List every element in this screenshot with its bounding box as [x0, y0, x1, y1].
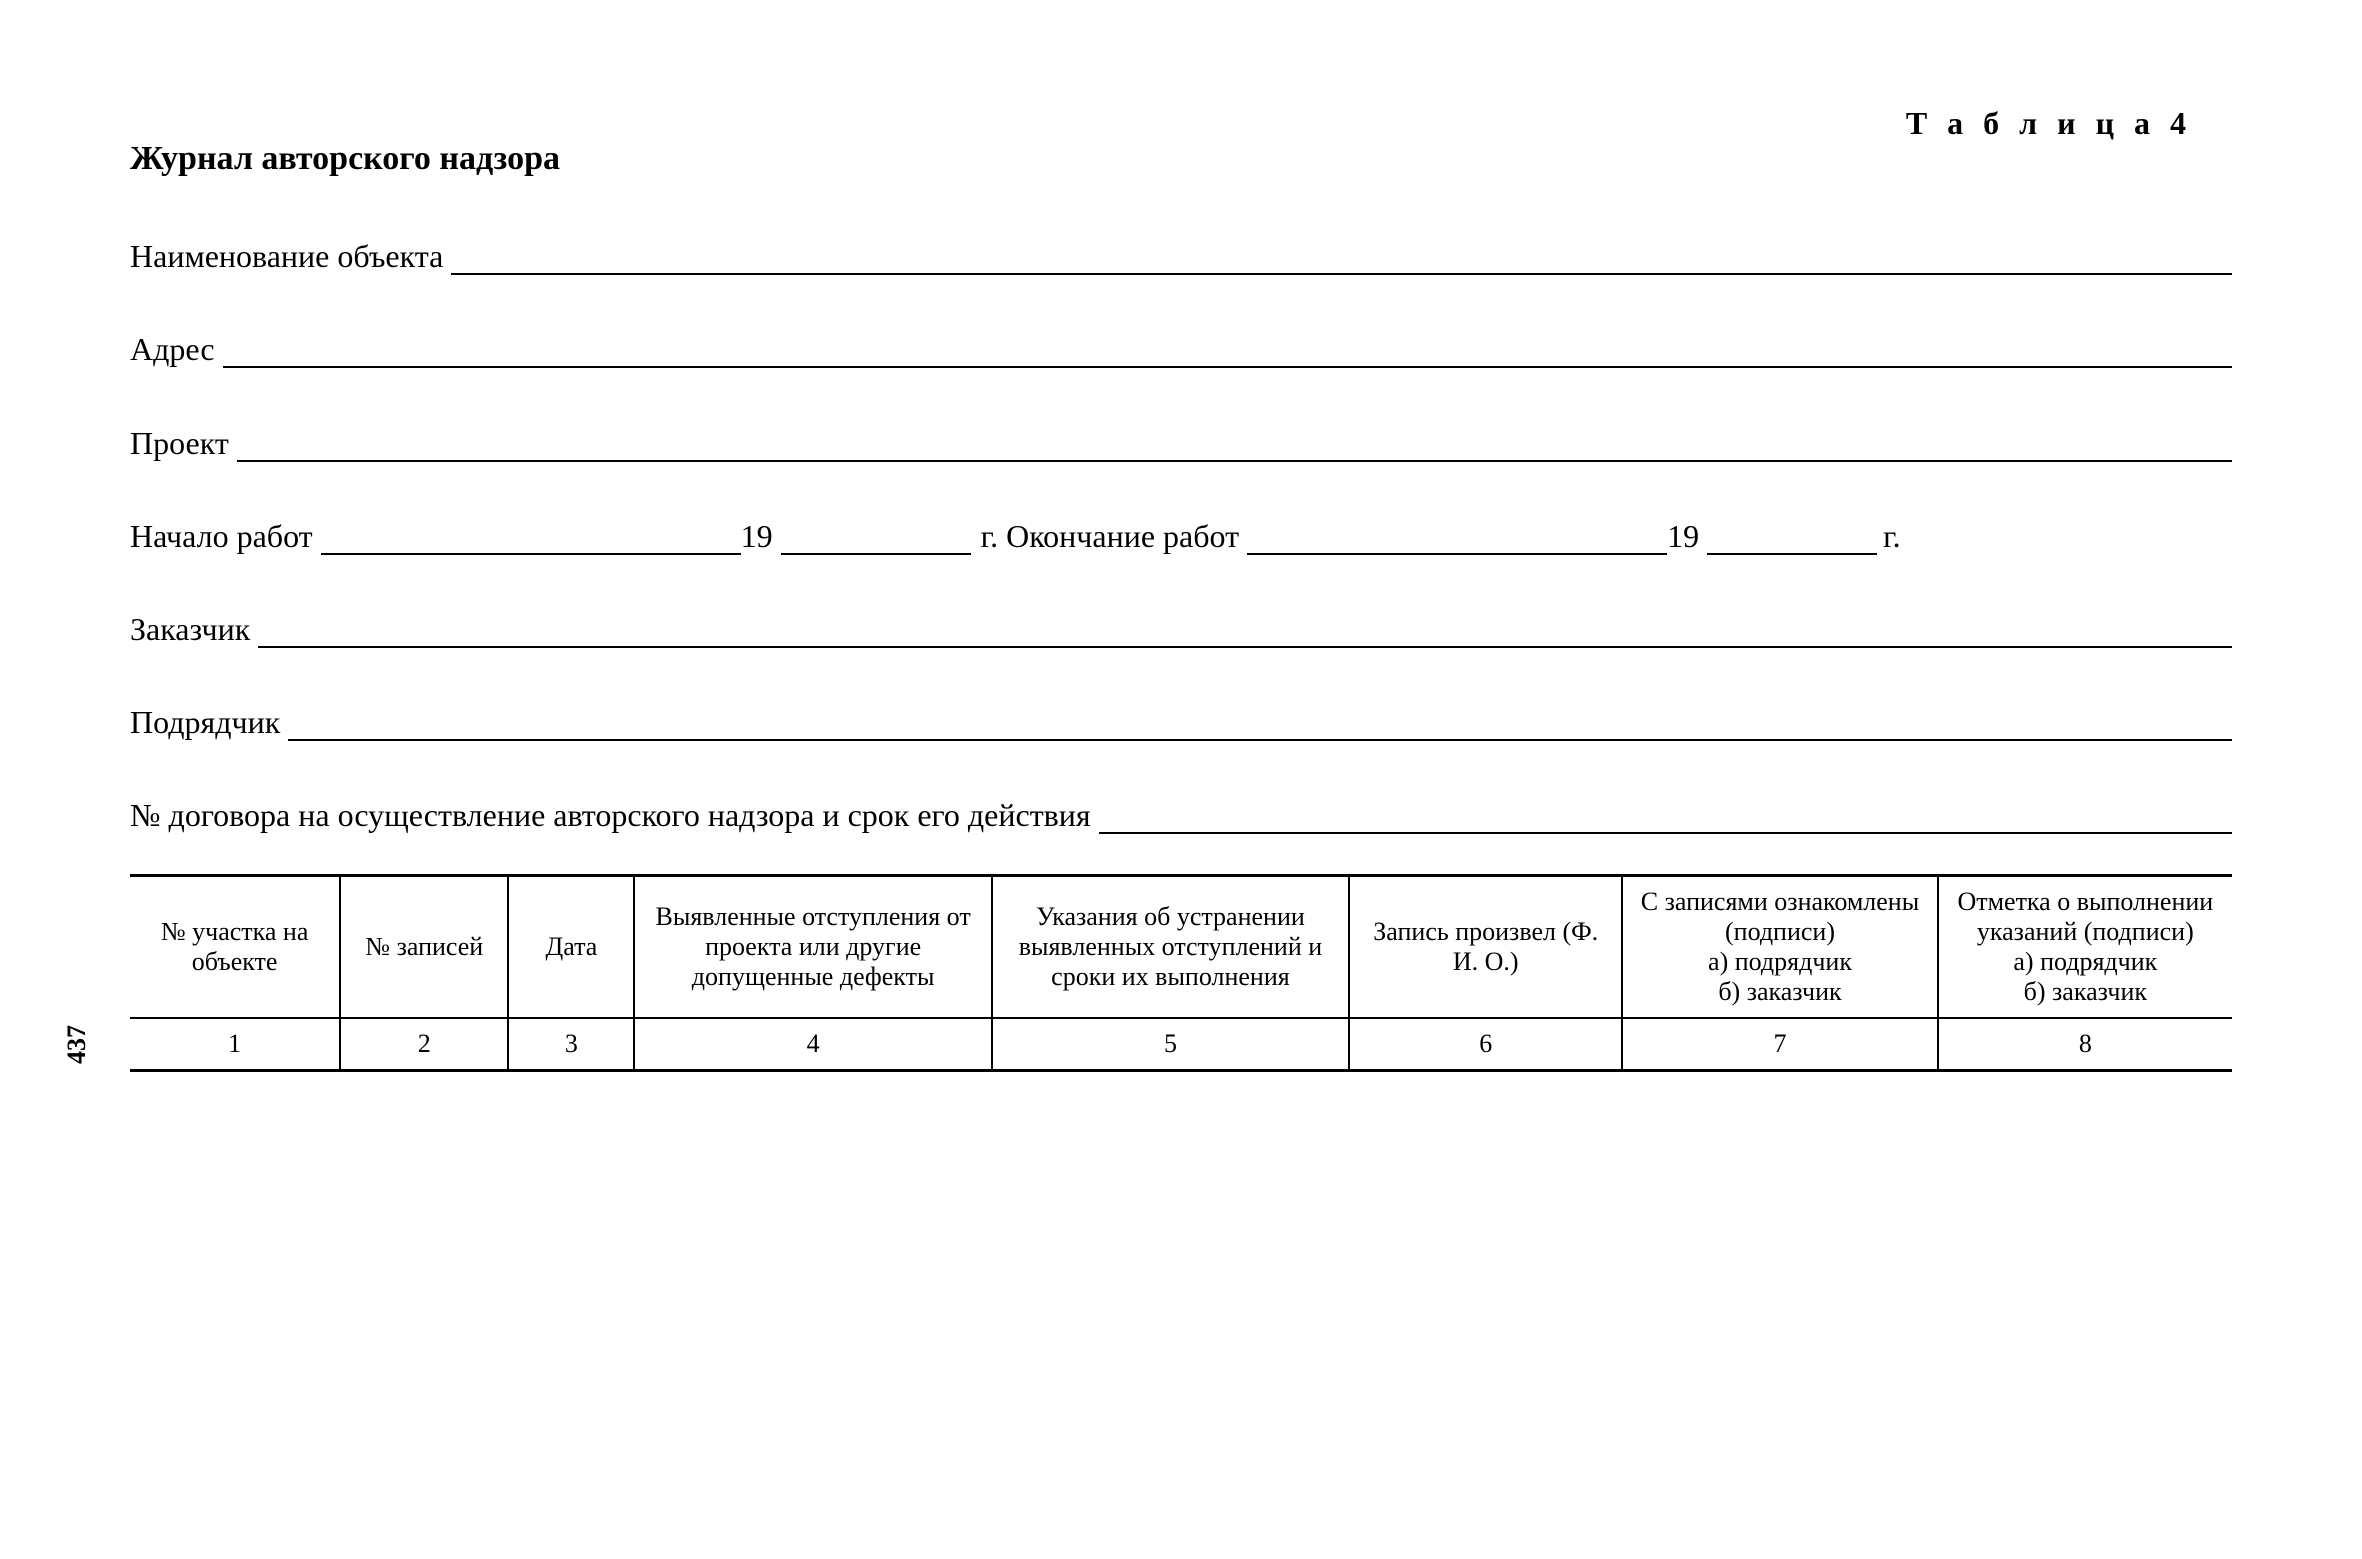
start-date-line — [321, 518, 741, 555]
end-date-line — [1247, 518, 1667, 555]
document-page: Т а б л и ц а 4 Журнал авторского надзор… — [0, 0, 2362, 1559]
start-year-line — [781, 518, 971, 555]
contract-label: № договора на осуществление авторского н… — [130, 797, 1099, 834]
customer-line — [258, 611, 2232, 648]
start-label: Начало работ — [130, 518, 321, 555]
table-header-row: № участка на объекте № записей Дата Выяв… — [130, 876, 2232, 1019]
address-label: Адрес — [130, 331, 223, 368]
year-prefix-1: 19 — [741, 518, 781, 555]
customer-label: Заказчик — [130, 611, 258, 648]
field-dates: Начало работ 19 г. Окончание работ 19 г. — [130, 518, 2232, 555]
col-record-no: № записей — [340, 876, 508, 1019]
project-line — [237, 424, 2232, 461]
field-project: Проект — [130, 424, 2232, 461]
year-prefix-2: 19 — [1667, 518, 1707, 555]
field-address: Адрес — [130, 331, 2232, 368]
end-label: г. Окончание работ — [971, 518, 1247, 555]
colnum-7: 7 — [1622, 1018, 1937, 1071]
col-deviations: Выявленные отступления от проекта или др… — [634, 876, 991, 1019]
col-section-no: № участка на объекте — [130, 876, 340, 1019]
colnum-3: 3 — [508, 1018, 634, 1071]
supervision-table: № участка на объекте № записей Дата Выяв… — [130, 874, 2232, 1072]
address-line — [223, 331, 2232, 368]
year-suffix-2: г. — [1877, 518, 1909, 555]
colnum-6: 6 — [1349, 1018, 1622, 1071]
object-name-label: Наименование объекта — [130, 238, 451, 275]
col-recorded-by: Запись произвел (Ф. И. О.) — [1349, 876, 1622, 1019]
contractor-line — [288, 704, 2232, 741]
project-label: Проект — [130, 425, 237, 462]
contractor-label: Подрядчик — [130, 704, 288, 741]
colnum-2: 2 — [340, 1018, 508, 1071]
col-completion-mark: Отметка о выполнении указаний (подписи) … — [1938, 876, 2232, 1019]
col-date: Дата — [508, 876, 634, 1019]
col-instructions: Указания об устранении выявленных отступ… — [992, 876, 1349, 1019]
field-object-name: Наименование объекта — [130, 238, 2232, 275]
col-acknowledged: С записями ознакомлены (подписи) а) подр… — [1622, 876, 1937, 1019]
field-contractor: Подрядчик — [130, 704, 2232, 741]
field-customer: Заказчик — [130, 611, 2232, 648]
field-contract: № договора на осуществление авторского н… — [130, 797, 2232, 834]
page-number: 437 — [62, 1025, 92, 1064]
form-fields: Наименование объекта Адрес Проект Начало… — [130, 238, 2232, 834]
table-number-label: Т а б л и ц а 4 — [1906, 105, 2192, 142]
colnum-4: 4 — [634, 1018, 991, 1071]
table-number-row: 1 2 3 4 5 6 7 8 — [130, 1018, 2232, 1071]
contract-line — [1099, 797, 2232, 834]
end-year-line — [1707, 518, 1877, 555]
colnum-1: 1 — [130, 1018, 340, 1071]
object-name-line — [451, 238, 2232, 275]
document-title: Журнал авторского надзора — [130, 140, 2232, 178]
colnum-8: 8 — [1938, 1018, 2232, 1071]
colnum-5: 5 — [992, 1018, 1349, 1071]
